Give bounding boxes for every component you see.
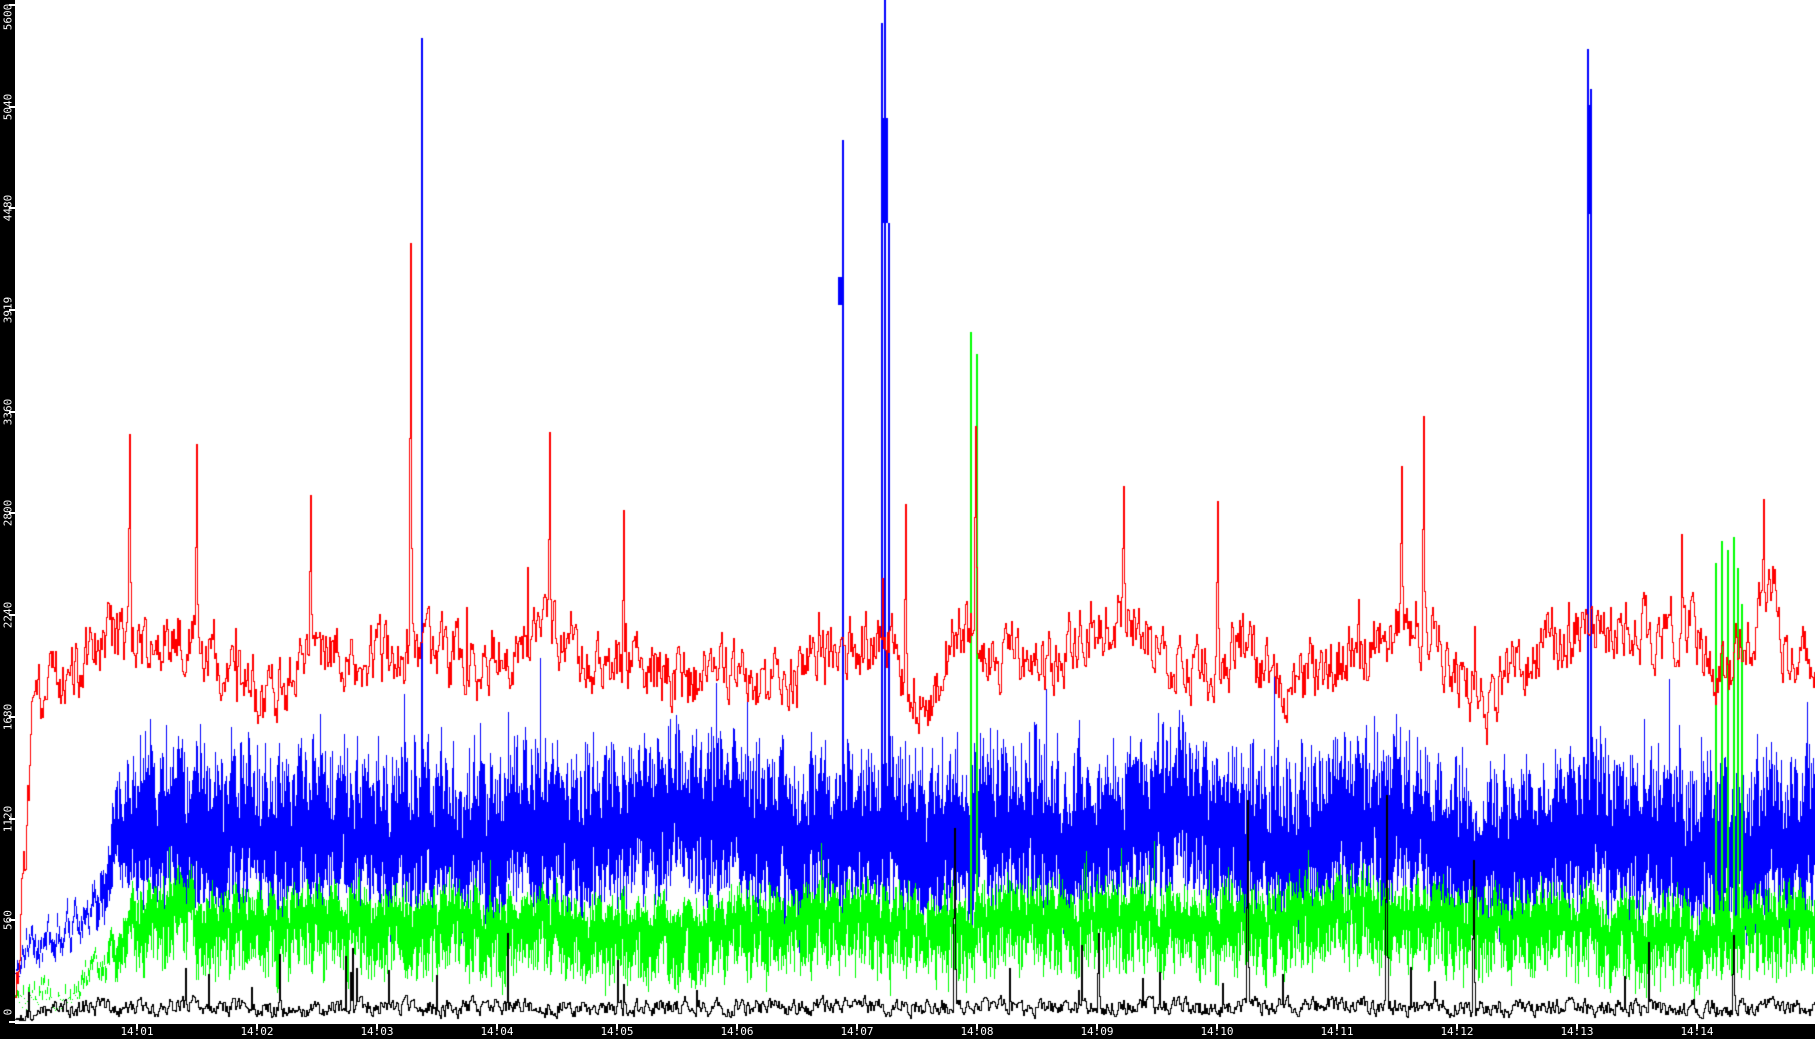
x-tick-label: 14:08: [960, 1025, 994, 1038]
y-tick: [9, 919, 15, 922]
x-tick: [736, 1024, 738, 1029]
x-tick: [1216, 1024, 1218, 1029]
x-tick: [136, 1024, 138, 1029]
x-tick: [1096, 1024, 1098, 1029]
y-tick: [9, 309, 15, 312]
x-tick-label: 14:06: [720, 1025, 754, 1038]
x-tick-label: 14:07: [840, 1025, 874, 1038]
y-tick-label: 4480: [1, 195, 15, 222]
y-tick: [9, 207, 15, 210]
y-tick: [9, 614, 15, 617]
x-tick-label: 14:12: [1440, 1025, 1474, 1038]
y-tick-label: 3919: [1, 297, 15, 324]
x-tick: [976, 1024, 978, 1029]
x-tick-label: 14:14: [1680, 1025, 1714, 1038]
y-tick: [9, 817, 15, 820]
x-axis-bar: 14:01 14:02 14:03 14:04 14:05 14:06 14:07 14:08…: [0, 1024, 1815, 1039]
y-tick-label: 2240: [1, 601, 15, 629]
y-tick-label: 3360: [1, 398, 15, 426]
y-axis-bar: 0 560 1120 1680 2240 2800 3360 3919 4480 5040 5600: [0, 0, 15, 1039]
y-tick: [9, 105, 15, 108]
x-tick-label: 14:09: [1080, 1025, 1114, 1038]
x-tick-label: 14:10: [1200, 1025, 1234, 1038]
y-tick: [9, 410, 15, 413]
x-tick: [1456, 1024, 1458, 1029]
x-tick: [376, 1024, 378, 1029]
x-tick: [1576, 1024, 1578, 1029]
x-tick-label: 14:02: [240, 1025, 274, 1038]
y-tick-label: 5600: [1, 3, 15, 31]
x-tick: [256, 1024, 258, 1029]
x-tick: [856, 1024, 858, 1029]
x-tick: [616, 1024, 618, 1029]
x-tick-label: 14:01: [120, 1025, 154, 1038]
y-tick-label: 560: [1, 910, 15, 931]
y-tick: [9, 512, 15, 515]
y-tick-label: 1680: [1, 703, 15, 731]
y-tick-label: 1120: [1, 805, 15, 832]
y-tick-label: 0: [1, 1008, 15, 1016]
x-tick: [1336, 1024, 1338, 1029]
y-tick: [9, 715, 15, 718]
x-tick: [496, 1024, 498, 1029]
x-tick: [1696, 1024, 1698, 1029]
y-tick-label: 5040: [1, 93, 15, 120]
x-tick-label: 14:03: [360, 1025, 394, 1038]
y-tick-label: 2800: [1, 500, 15, 527]
x-tick-label: 14:05: [600, 1025, 634, 1038]
y-tick: [9, 1021, 15, 1023]
x-tick-label: 14:11: [1320, 1025, 1354, 1038]
x-tick-label: 14:04: [480, 1025, 514, 1038]
y-tick: [9, 3, 15, 6]
x-tick-label: 14:13: [1560, 1025, 1594, 1038]
